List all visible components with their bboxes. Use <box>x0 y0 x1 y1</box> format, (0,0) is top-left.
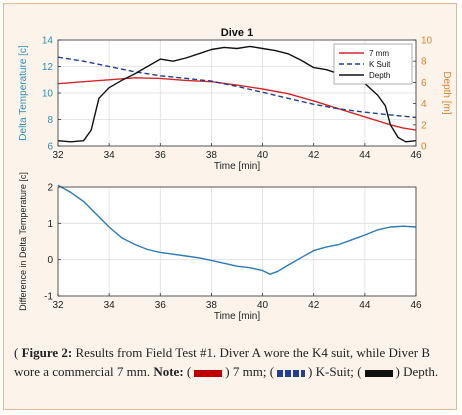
legend-swatch-black <box>364 369 393 377</box>
series-line-7-mm <box>57 77 417 131</box>
y-tick-label: 8 <box>47 115 53 126</box>
x-tick-label: 32 <box>52 300 64 311</box>
y-axis-label: Difference in Delta Temperature [c] <box>18 172 28 311</box>
series-line-depth <box>57 45 417 143</box>
y-tick-label: 1 <box>47 219 53 230</box>
x-tick-label: 42 <box>308 150 320 161</box>
y-tick-label: 12 <box>42 62 54 73</box>
x-tick-label: 40 <box>257 150 269 161</box>
x-tick-label: 46 <box>410 300 422 311</box>
caption-item-ksuit: K-Suit; <box>315 364 354 379</box>
legend-label-7-mm: 7 mm <box>369 49 389 58</box>
x-tick-label: 44 <box>359 300 371 311</box>
y2-tick-label: 10 <box>421 36 433 47</box>
caption-item-7mm: 7 mm; <box>232 364 267 379</box>
x-tick-label: 46 <box>410 150 422 161</box>
x-tick-label: 42 <box>308 300 320 311</box>
chart-title: Dive 1 <box>221 27 253 39</box>
caption-text: Results from Field Test #1. Diver A wore… <box>14 345 431 379</box>
caption-label: Figure 2: <box>21 345 73 360</box>
plot-background <box>58 187 416 296</box>
y-tick-label: 14 <box>42 36 54 47</box>
figure-frame: 32 34 36 38 40 42 44 46 6 8 10 12 14 0 2 4 6 8 10 Dive 1 Tim… <box>3 3 457 410</box>
x-tick-label: 32 <box>52 150 64 161</box>
y-tick-label: 2 <box>47 183 53 194</box>
y-axis-label: Delta Temperature [c] <box>18 45 29 141</box>
x-axis-label: Time [min] <box>214 311 261 322</box>
y2-tick-label: 2 <box>421 120 427 131</box>
caption-note-label: Note: <box>153 364 184 379</box>
x-tick-label: 44 <box>359 150 371 161</box>
y-tick-label: 0 <box>47 255 53 266</box>
x-tick-label: 38 <box>206 300 218 311</box>
series-line-1-0 <box>57 184 417 275</box>
legend-label-k-suit: K Suit <box>369 60 391 69</box>
y-tick-label: -1 <box>44 292 53 303</box>
figure-caption: ( Figure 2: Results from Field Test #1. … <box>14 345 439 379</box>
x-tick-label: 38 <box>206 150 218 161</box>
plot-frame <box>57 186 417 297</box>
series-line-k-suit <box>57 56 417 119</box>
y-tick-label: 10 <box>42 89 54 100</box>
legend-label-depth: Depth <box>369 71 390 80</box>
x-tick-label: 36 <box>155 300 167 311</box>
x-tick-label: 36 <box>155 150 167 161</box>
y2-tick-label: 6 <box>421 78 427 89</box>
legend-swatch-red <box>194 369 223 377</box>
y-tick-label: 6 <box>47 142 53 153</box>
x-axis-label: Time [min] <box>214 161 261 172</box>
y2-tick-label: 4 <box>421 99 427 110</box>
caption-item-depth: Depth. <box>403 364 439 379</box>
x-tick-label: 34 <box>104 150 116 161</box>
x-tick-label: 34 <box>104 300 116 311</box>
y2-tick-label: 0 <box>421 142 427 153</box>
y2-axis-label: Depth [m] <box>441 71 452 115</box>
y2-tick-label: 8 <box>421 57 427 68</box>
x-tick-label: 40 <box>257 300 269 311</box>
legend-swatch-dashed <box>277 369 306 377</box>
